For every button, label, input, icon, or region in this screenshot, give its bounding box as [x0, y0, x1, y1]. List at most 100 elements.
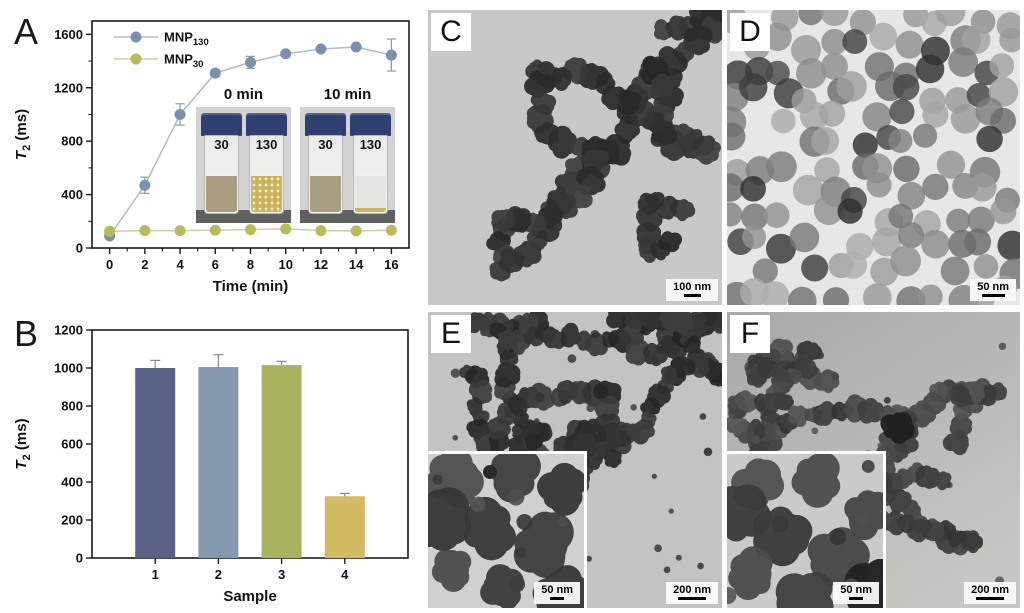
- data-point: [315, 225, 327, 237]
- legend-item-mnp130: MNP130: [114, 30, 209, 49]
- inset-time-label: 0 min: [223, 86, 264, 103]
- vial-30: 30: [305, 113, 346, 214]
- x-tick-label: 12: [314, 257, 328, 272]
- t2-vs-time-chart: 0 400 800 1200 1600 0 2 4 6 8 10 12 14 16 Time (min) T2…: [13, 20, 410, 295]
- bar-sample-4: [324, 496, 365, 558]
- vial-cap: [305, 113, 346, 136]
- vial-cap: [350, 113, 391, 136]
- data-point: [139, 225, 151, 237]
- panel-b-label: B: [14, 313, 39, 354]
- panel-e-label: E: [440, 317, 461, 350]
- data-point: [104, 225, 116, 237]
- scale-bar-line: [976, 597, 1004, 600]
- scale-bar-text: 50 nm: [840, 584, 872, 596]
- panel-e-label-box: E: [431, 315, 471, 353]
- scale-bar-line: [549, 597, 565, 600]
- data-point: [280, 48, 292, 60]
- data-point: [139, 179, 151, 191]
- panel-f-label: F: [740, 317, 760, 350]
- tem-inset-e: [428, 454, 584, 608]
- panel-f-label-box: F: [730, 315, 770, 353]
- magnified-nanoparticles: [428, 454, 584, 608]
- vial-glass: [353, 135, 388, 214]
- tem-micrograph-d: [727, 10, 1020, 305]
- data-point: [245, 56, 256, 68]
- panel-c-tem-image: C 100 nm: [428, 10, 722, 305]
- vial-cap: [246, 113, 287, 136]
- data-point: [350, 225, 362, 237]
- panel-c-label: C: [440, 15, 462, 48]
- vial-30: 30: [201, 113, 242, 214]
- vial-liquid: [251, 175, 282, 212]
- scale-bar-text: 200 nm: [971, 584, 1009, 596]
- vial-glass: [204, 135, 239, 214]
- panel-f-inset-scale-bar: 50 nm: [833, 582, 879, 604]
- inset-time-label: 10 min: [323, 86, 372, 103]
- panel-a-label: A: [14, 11, 39, 52]
- vial-glass: [308, 135, 343, 214]
- scale-bar-text: 50 nm: [977, 281, 1009, 293]
- x-tick-label: 4: [176, 257, 184, 272]
- y-tick-label: 200: [61, 513, 83, 528]
- x-tick-label: 4: [341, 567, 349, 582]
- x-tick-label: 3: [278, 567, 285, 582]
- nanoparticle-aggregates: [486, 10, 722, 285]
- scale-bar-text: 50 nm: [541, 584, 573, 596]
- vial-number: 30: [214, 137, 229, 153]
- vial-cap: [201, 113, 242, 136]
- data-point: [174, 108, 186, 120]
- x-tick-label: 16: [384, 257, 398, 272]
- vial-number: 130: [255, 137, 278, 153]
- panel-d-label: D: [739, 15, 761, 48]
- scale-bar-text: 200 nm: [673, 584, 711, 596]
- scale-bar-text: 100 nm: [673, 281, 711, 293]
- data-point: [350, 41, 362, 53]
- panel-d-scale-bar: 50 nm: [970, 279, 1016, 301]
- panel-f-tem-image: F 50 nm 200 nm: [727, 312, 1020, 608]
- x-tick-label: 10: [278, 257, 292, 272]
- x-tick-label: 2: [141, 257, 148, 272]
- panel-e-tem-image: E 50 nm 200 nm: [428, 312, 722, 608]
- magnified-nanoparticles: [727, 454, 883, 608]
- y-axis-label: T2 (ms): [13, 418, 33, 469]
- data-point: [209, 224, 221, 236]
- vial-number: 30: [318, 137, 333, 153]
- nanoparticle-monolayer: [727, 10, 1020, 305]
- data-point: [315, 43, 327, 55]
- y-tick-label: 1200: [54, 80, 83, 95]
- vial-liquid: [310, 175, 341, 212]
- panel-f-scale-bar: 200 nm: [964, 582, 1016, 604]
- y-tick-label: 1000: [54, 361, 83, 376]
- panel-e-inset-scale-bar: 50 nm: [534, 582, 580, 604]
- panel-c-label-box: C: [431, 13, 471, 51]
- tem-micrograph-c: [428, 10, 722, 305]
- y-tick-label: 1200: [54, 323, 83, 338]
- vial-liquid: [355, 175, 386, 212]
- x-tick-label: 6: [212, 257, 219, 272]
- bar-sample-1: [135, 368, 176, 558]
- vial-photo-10-min: 30 130: [300, 107, 395, 223]
- vial-sediment: [355, 208, 386, 212]
- y-tick-label: 800: [61, 399, 83, 414]
- legend-item-mnp30: MNP30: [114, 52, 203, 70]
- t2-vs-sample-chart: 0 200 400 600 800 1000 1200 1 2 3 4 Sample T2 (ms): [13, 323, 409, 605]
- x-tick-label: 14: [349, 257, 364, 272]
- panel-e-inset-micrograph: 50 nm: [428, 451, 587, 608]
- panel-e-scale-bar: 200 nm: [666, 582, 718, 604]
- line-series-mnp30: [104, 223, 397, 237]
- vial-liquid: [206, 175, 237, 212]
- panel-d-tem-image: D 50 nm: [727, 10, 1020, 305]
- scale-bar-line: [848, 597, 864, 600]
- x-axis-label: Sample: [223, 588, 276, 605]
- vial-photo-0-min: 30 130: [196, 107, 291, 223]
- data-point: [385, 49, 397, 61]
- panel-f-inset-micrograph: 50 nm: [727, 451, 886, 608]
- line-series-mnp130: [104, 38, 397, 242]
- y-axis-label: T2 (ms): [13, 109, 33, 160]
- data-point: [245, 224, 256, 236]
- svg-text:MNP130: MNP130: [164, 30, 209, 49]
- y-tick-label: 0: [76, 551, 83, 566]
- x-tick-label: 1: [152, 567, 159, 582]
- scale-bar-line: [981, 294, 1005, 297]
